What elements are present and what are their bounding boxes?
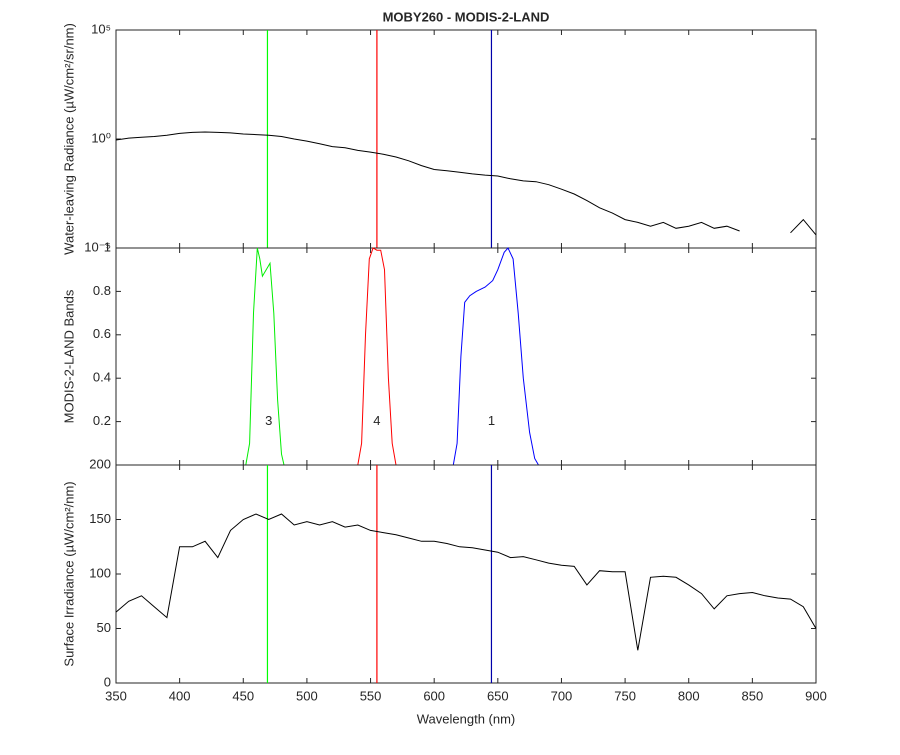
series-line (115, 131, 817, 236)
x-tick-label: 650 (487, 688, 509, 703)
y-tick-label: 10⁰ (91, 130, 111, 145)
y-axis-label: Water-leaving Radiance (µW/cm²/sr/nm) (61, 23, 76, 255)
axes-frame (115, 464, 817, 684)
x-tick-label: 800 (678, 688, 700, 703)
x-tick-label: 400 (169, 688, 191, 703)
x-tick-label: 700 (551, 688, 573, 703)
y-axis-label: Surface Irradiance (µW/cm²/nm) (61, 481, 76, 666)
y-tick-label: 10⁻⁵ (84, 239, 111, 254)
x-tick-label: 500 (296, 688, 318, 703)
series-line (115, 513, 817, 651)
y-tick-label: 1 (104, 239, 111, 254)
x-tick-label: 850 (742, 688, 764, 703)
series-line (245, 247, 285, 466)
y-tick-label: 0.4 (93, 370, 111, 385)
x-tick-label: 550 (360, 688, 382, 703)
axes-frame (115, 29, 817, 249)
y-tick-label: 0.2 (93, 413, 111, 428)
x-tick-label: 900 (805, 688, 827, 703)
chart-title: MOBY260 - MODIS-2-LAND (383, 9, 550, 24)
y-axis-label: MODIS-2-LAND Bands (61, 289, 76, 423)
band-label: 3 (265, 413, 272, 428)
x-tick-label: 600 (423, 688, 445, 703)
y-tick-label: 0 (104, 674, 111, 689)
y-tick-label: 0.8 (93, 283, 111, 298)
y-tick-label: 100 (89, 565, 111, 580)
y-tick-label: 10⁵ (91, 21, 111, 36)
y-tick-label: 50 (97, 620, 111, 635)
axes-frame (115, 247, 817, 466)
x-axis-label: Wavelength (nm) (417, 711, 516, 726)
y-tick-label: 150 (89, 511, 111, 526)
series-line (452, 247, 539, 466)
band-label: 1 (488, 413, 495, 428)
series-line (357, 247, 397, 466)
y-tick-label: 0.6 (93, 326, 111, 341)
band-label: 4 (373, 413, 380, 428)
x-tick-label: 350 (105, 688, 127, 703)
x-tick-label: 450 (232, 688, 254, 703)
y-tick-label: 200 (89, 456, 111, 471)
x-tick-label: 750 (614, 688, 636, 703)
